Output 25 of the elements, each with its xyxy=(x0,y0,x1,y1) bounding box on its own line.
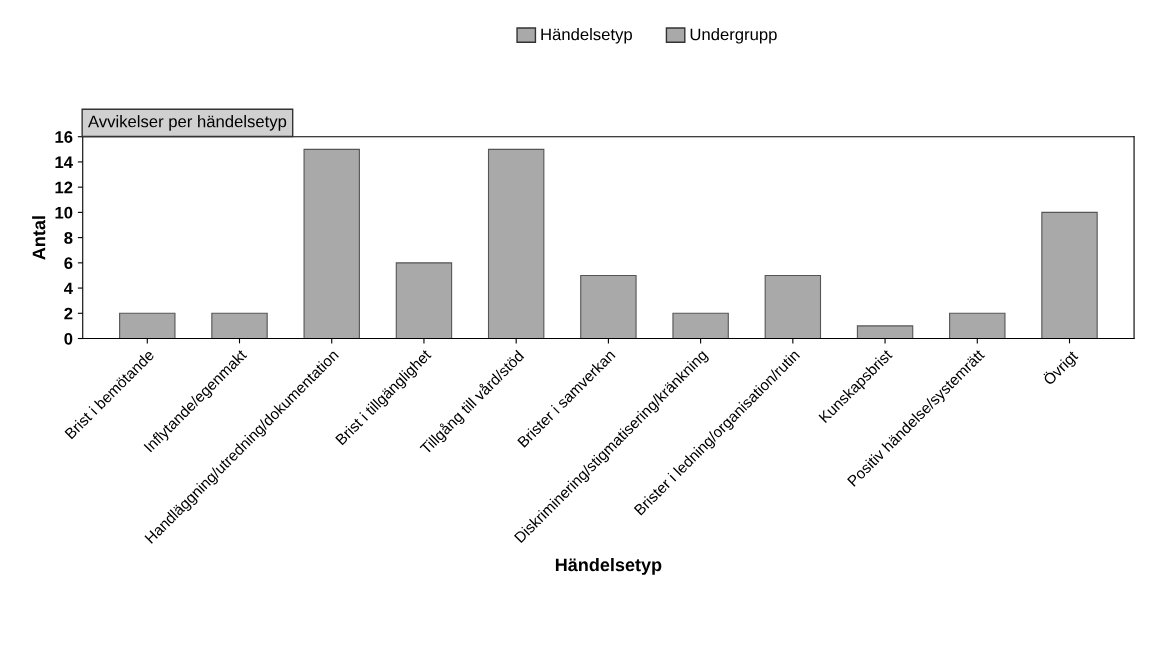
chart-title: Avvikelser per händelsetyp xyxy=(88,115,287,131)
text: Undergrupp xyxy=(690,28,777,44)
bar xyxy=(119,312,176,339)
y-tick-label: 10 xyxy=(55,206,73,219)
bar xyxy=(672,312,729,339)
bar xyxy=(395,262,453,339)
bar xyxy=(303,148,360,339)
bar xyxy=(487,148,545,339)
y-tick-label: 14 xyxy=(55,156,73,168)
y-tick-label: 8 xyxy=(64,232,73,244)
y-tick-label: 6 xyxy=(64,257,73,270)
y-tick-label: 2 xyxy=(64,307,73,320)
bar xyxy=(580,274,637,339)
text: Händelsetyp xyxy=(541,28,632,44)
y-tick-label: 4 xyxy=(63,282,73,295)
bar xyxy=(1041,211,1098,339)
x-axis-title: Händelsetyp xyxy=(555,558,662,575)
bar xyxy=(764,274,822,339)
y-tick-label: 16 xyxy=(55,131,73,143)
y-axis-title: Antal xyxy=(32,216,46,260)
y-tick-label: 12 xyxy=(55,181,73,194)
bar xyxy=(949,312,1006,339)
bar xyxy=(856,325,914,339)
bar xyxy=(211,312,268,339)
y-tick-label: 0 xyxy=(64,332,73,345)
